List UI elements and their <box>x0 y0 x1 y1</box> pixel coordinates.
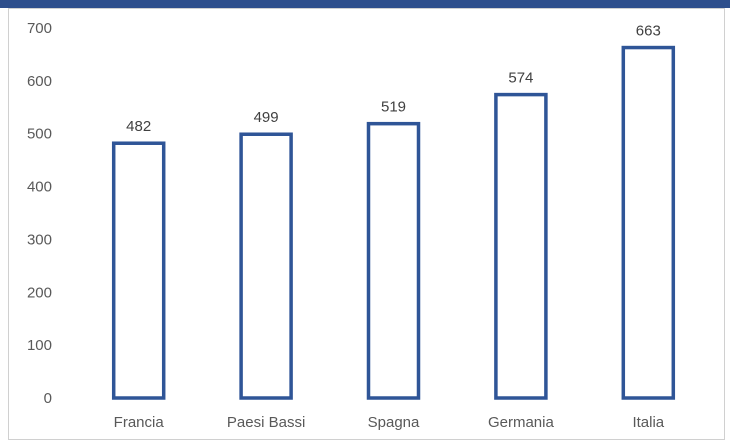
category-label: Spagna <box>368 414 420 431</box>
y-axis-ticks: 0 100 200 300 400 500 600 700 <box>27 20 52 407</box>
y-tick-label: 100 <box>27 337 52 354</box>
bar-spagna <box>366 121 421 400</box>
data-label: 519 <box>381 99 406 116</box>
data-label: 499 <box>254 109 279 126</box>
bar-germania <box>494 92 548 400</box>
category-label: Francia <box>114 414 165 431</box>
data-label: 574 <box>508 70 533 87</box>
y-tick-label: 300 <box>27 231 52 248</box>
x-axis-categories: Francia Paesi Bassi Spagna Germania Italia <box>114 414 665 431</box>
y-tick-label: 600 <box>27 73 52 90</box>
y-tick-label: 400 <box>27 179 52 196</box>
chart-frame <box>8 8 725 440</box>
y-tick-label: 500 <box>27 126 52 143</box>
bars <box>111 45 676 400</box>
y-tick-label: 200 <box>27 284 52 301</box>
data-labels: 482 499 519 574 663 <box>126 23 661 136</box>
bar-italia <box>621 45 676 400</box>
chart-title-bar <box>0 0 730 8</box>
data-label: 482 <box>126 118 151 135</box>
data-label: 663 <box>636 23 661 40</box>
category-label: Paesi Bassi <box>227 414 305 431</box>
category-label: Germania <box>488 414 555 431</box>
category-label: Italia <box>632 414 664 431</box>
y-tick-label: 700 <box>27 20 52 37</box>
y-tick-label: 0 <box>44 390 52 407</box>
bar-francia <box>111 141 166 400</box>
bar-paesi-bassi <box>239 132 293 400</box>
